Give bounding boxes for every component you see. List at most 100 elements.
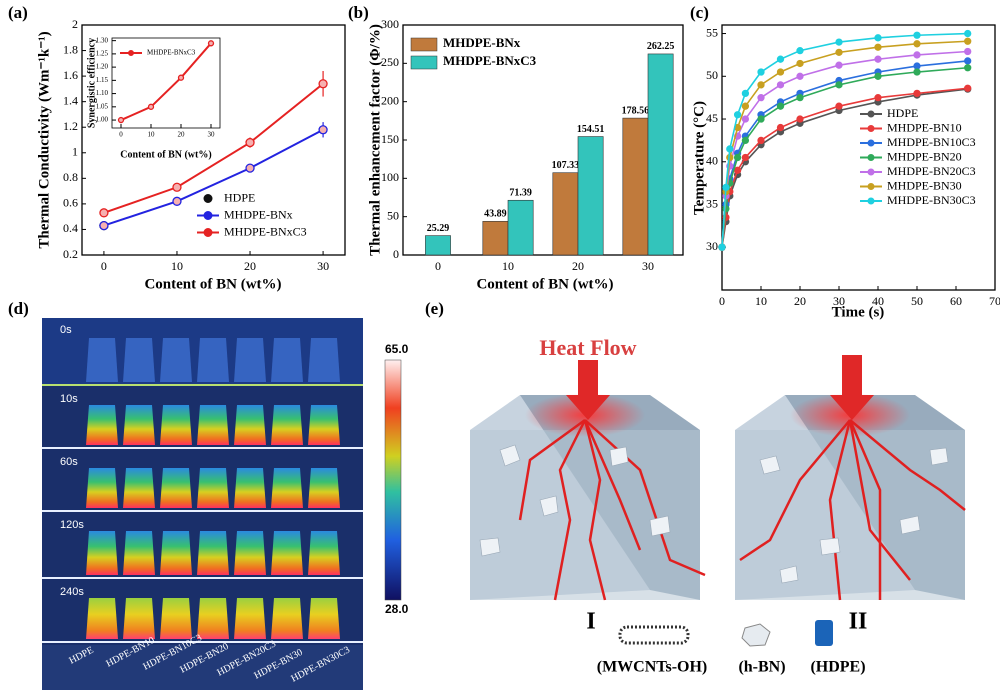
data-point xyxy=(776,55,785,63)
series-line xyxy=(103,82,324,214)
legend-marker xyxy=(867,154,875,161)
y-tick-label: 2 xyxy=(72,17,78,31)
sample-block xyxy=(234,531,266,575)
sample-block xyxy=(271,598,303,639)
bar-value-label: 25.29 xyxy=(427,223,450,234)
y-tick-label: 40 xyxy=(706,154,718,168)
time-label: 120s xyxy=(60,519,84,531)
y-tick-label: 0.4 xyxy=(63,221,78,235)
data-point xyxy=(733,166,742,174)
legend-label: MHDPE-BNx xyxy=(224,207,293,221)
data-point xyxy=(147,103,155,110)
colorbar-max: 65.0 xyxy=(385,342,409,356)
sample-block xyxy=(271,531,303,575)
data-point xyxy=(245,163,255,173)
model-label: II xyxy=(849,609,868,635)
x-tick-label: 60 xyxy=(950,294,962,308)
y-tick-label: 1.10 xyxy=(96,89,109,97)
sample-block xyxy=(308,598,340,639)
data-point xyxy=(796,72,804,80)
data-point xyxy=(874,55,882,63)
data-point xyxy=(964,29,972,38)
sample-block xyxy=(123,598,155,639)
sample-block xyxy=(271,405,303,445)
legend-marker xyxy=(867,168,875,176)
data-point xyxy=(835,38,843,46)
y-tick-label: 1.20 xyxy=(96,63,109,71)
y-tick-label: 35 xyxy=(706,196,718,210)
sample-block xyxy=(86,405,118,445)
y-tick-label: 1.6 xyxy=(63,68,78,82)
x-tick-label: 0 xyxy=(435,259,441,273)
y-tick-label: 55 xyxy=(706,25,718,39)
sample-block xyxy=(234,468,266,508)
data-point xyxy=(245,137,255,148)
x-tick-label: 0 xyxy=(719,294,725,308)
data-point xyxy=(733,153,742,162)
legend-label: MHDPE-BN10 xyxy=(887,120,962,134)
y-tick-label: 50 xyxy=(706,68,718,82)
x-tick-label: 30 xyxy=(833,294,845,308)
sample-block xyxy=(197,598,229,639)
data-point xyxy=(835,48,843,57)
legend-label: MHDPE-BN30 xyxy=(887,178,962,192)
legend-marker xyxy=(867,110,875,118)
data-point xyxy=(718,243,726,251)
schematic-drawing xyxy=(470,355,966,647)
bar-value-label: 154.51 xyxy=(577,124,605,135)
chart-panel: 1.00 1.05 1.10 1.15 1.20 1.25 1.30 0 10 20 30 Conte… xyxy=(86,36,221,160)
y-tick-label: 150 xyxy=(381,132,399,146)
data-point xyxy=(741,153,750,162)
data-point xyxy=(318,125,328,135)
data-point xyxy=(757,136,765,145)
data-point xyxy=(874,34,882,42)
legend-swatch xyxy=(410,37,438,52)
model-label: I xyxy=(586,609,595,635)
series-line xyxy=(103,128,324,227)
sample-block xyxy=(308,405,340,445)
sample-block xyxy=(123,468,155,508)
sample-block xyxy=(123,405,155,445)
data-point xyxy=(776,68,785,76)
legend-marker xyxy=(203,194,213,203)
data-point xyxy=(874,43,882,51)
x-tick-label: 20 xyxy=(794,294,806,308)
data-point xyxy=(757,94,765,102)
data-point xyxy=(835,81,843,89)
sample-block xyxy=(197,531,229,575)
sample-block xyxy=(160,531,192,575)
y-axis-label: Synergistic efficiency xyxy=(86,38,97,128)
data-point xyxy=(741,102,750,110)
sample-block xyxy=(197,405,229,445)
legend-label: (h-BN) xyxy=(738,659,785,676)
data-point xyxy=(913,89,921,98)
sample-block xyxy=(308,531,340,575)
data-point xyxy=(741,136,750,145)
sample-block xyxy=(234,405,266,445)
y-tick-label: 30 xyxy=(706,239,718,253)
legend-marker xyxy=(867,139,875,147)
y-tick-label: 1.2 xyxy=(63,119,78,133)
bar-value-label: 262.25 xyxy=(647,41,675,52)
sample-block xyxy=(86,338,118,382)
x-axis-label: Time (s) xyxy=(832,304,885,320)
y-tick-label: 250 xyxy=(381,55,399,69)
x-axis-label: Content of BN (wt%) xyxy=(120,149,211,160)
sample-block xyxy=(160,405,192,445)
data-point xyxy=(796,46,804,55)
data-point xyxy=(874,94,882,102)
bar-value-label: 107.33 xyxy=(552,160,580,171)
sample-block xyxy=(308,338,340,382)
x-tick-label: 40 xyxy=(872,294,884,308)
data-point xyxy=(913,51,921,59)
y-tick-label: 1.30 xyxy=(96,36,109,44)
legend-label: MHDPE-BN20C3 xyxy=(887,164,976,178)
data-point xyxy=(172,182,182,192)
chart-panel: 0.20.40.60.811.21.41.61.820 10 20 30(a)Cont… xyxy=(8,3,346,292)
thermal-image: 0s 10s 60s 120s 240s xyxy=(42,318,402,690)
sample-block xyxy=(234,338,266,382)
sample-block xyxy=(197,468,229,508)
bar-value-label: 178.56 xyxy=(622,105,650,116)
sample-block xyxy=(271,338,303,382)
